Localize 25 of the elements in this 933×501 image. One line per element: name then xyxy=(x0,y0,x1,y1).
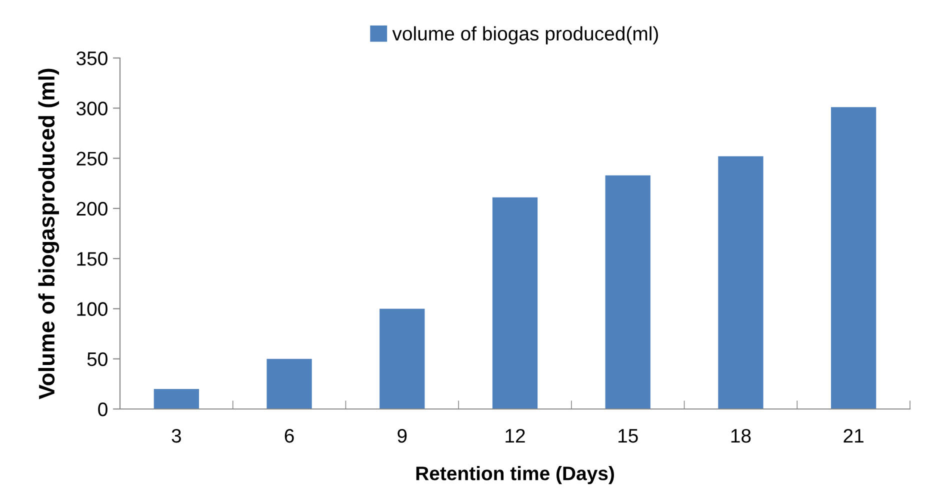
x-tick-label: 9 xyxy=(398,428,407,443)
y-tick-label: 200 xyxy=(76,202,108,216)
y-tick-label: 250 xyxy=(76,152,108,166)
bar xyxy=(605,175,650,409)
x-tick-label: 18 xyxy=(731,428,751,443)
y-tick-label: 350 xyxy=(76,51,108,66)
bar xyxy=(718,156,764,409)
x-axis-title: Retention time (Days) xyxy=(416,466,614,484)
x-tick-label: 12 xyxy=(506,428,525,443)
legend-label: volume of biogas produced(ml) xyxy=(392,26,658,44)
bar xyxy=(831,107,876,409)
x-tick-label: 6 xyxy=(284,428,294,443)
bar xyxy=(380,308,425,409)
bar xyxy=(154,388,199,409)
x-tick-label: 15 xyxy=(618,429,638,443)
bar xyxy=(266,358,312,409)
y-tick-label: 50 xyxy=(87,352,108,366)
x-tick-label: 3 xyxy=(172,428,181,443)
x-tick-label: 21 xyxy=(844,428,864,443)
y-tick-label: 150 xyxy=(77,252,108,266)
bar xyxy=(492,197,538,409)
y-tick-label: 100 xyxy=(77,302,108,316)
y-tick-label: 0 xyxy=(98,402,108,416)
y-axis-title: Volume of biogasproduced (ml) xyxy=(38,68,60,400)
y-tick-label: 300 xyxy=(76,102,108,116)
